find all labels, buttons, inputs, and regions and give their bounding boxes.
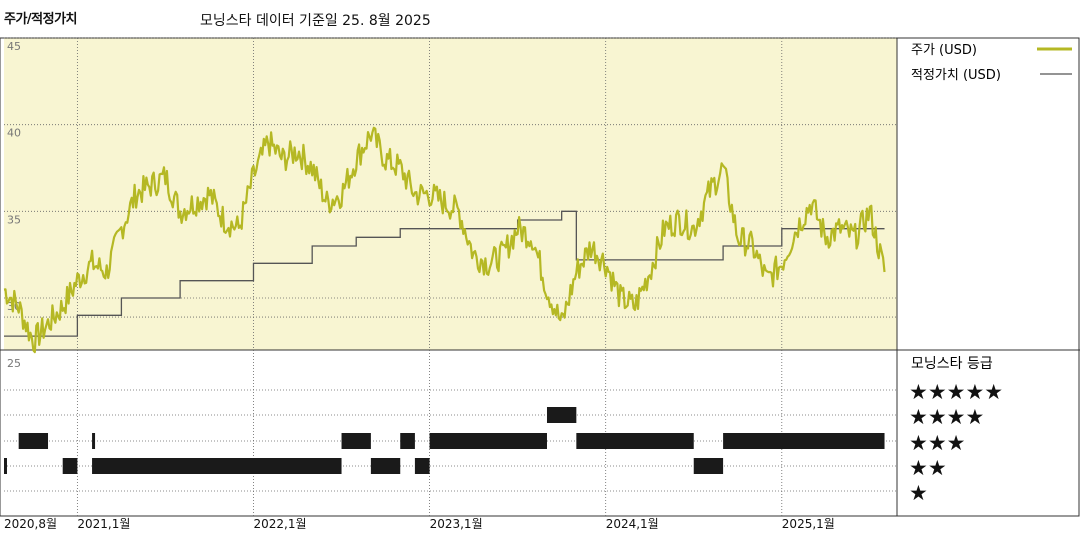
rating-level-stars: ★★★	[909, 431, 965, 455]
x-tick-label: 2020,8월	[4, 517, 57, 531]
chart-title: 주가/적정가치	[4, 12, 78, 27]
x-axis: 2020,8월 2021,1월 2022,1월 2023,1월 2024,1월 2025,…	[4, 517, 835, 531]
rating-level-stars: ★★	[909, 456, 947, 480]
rating-bar	[370, 458, 401, 474]
rating-bar	[576, 433, 694, 449]
rating-bar	[546, 407, 577, 423]
x-tick-label: 2024,1월	[606, 517, 659, 531]
y-tick-label: 40	[7, 127, 21, 140]
x-tick-label: 2021,1월	[77, 517, 130, 531]
rating-bar	[341, 433, 371, 449]
rating-bar	[92, 433, 96, 449]
rating-bar	[18, 433, 49, 449]
y-tick-label: 35	[7, 213, 21, 226]
rating-y-tick: 25	[7, 357, 21, 370]
price-line	[3, 126, 886, 354]
legend: 주가 (USD)적정가치 (USD)모닝스타 등급★★★★★★★★★★★★★★★	[909, 43, 1072, 505]
chart-subtitle: 모닝스타 데이터 기준일 25. 8월 2025	[200, 13, 431, 29]
rating-title: 모닝스타 등급	[911, 356, 993, 372]
rating-bar	[693, 458, 724, 474]
y-tick-label: 45	[7, 40, 21, 53]
rating-bar	[4, 458, 7, 474]
rating-level-stars: ★★★★★	[909, 380, 1003, 404]
legend-fair-value-label: 적정가치 (USD)	[911, 68, 1001, 83]
chart-frame	[0, 37, 1080, 517]
x-tick-label: 2023,1월	[430, 517, 483, 531]
x-tick-label: 2025,1월	[782, 517, 835, 531]
rating-bar	[414, 458, 430, 474]
fair-value-line	[4, 210, 885, 337]
legend-price-label: 주가 (USD)	[911, 43, 977, 58]
rating-level-stars: ★	[909, 481, 928, 505]
rating-bar	[400, 433, 415, 449]
rating-bar	[62, 458, 78, 474]
x-tick-label: 2022,1월	[253, 517, 306, 531]
rating-level-stars: ★★★★	[909, 405, 984, 429]
rating-bar	[429, 433, 547, 449]
rating-panel: 25	[4, 357, 897, 492]
rating-bar	[92, 458, 342, 474]
rating-bar	[723, 433, 885, 449]
